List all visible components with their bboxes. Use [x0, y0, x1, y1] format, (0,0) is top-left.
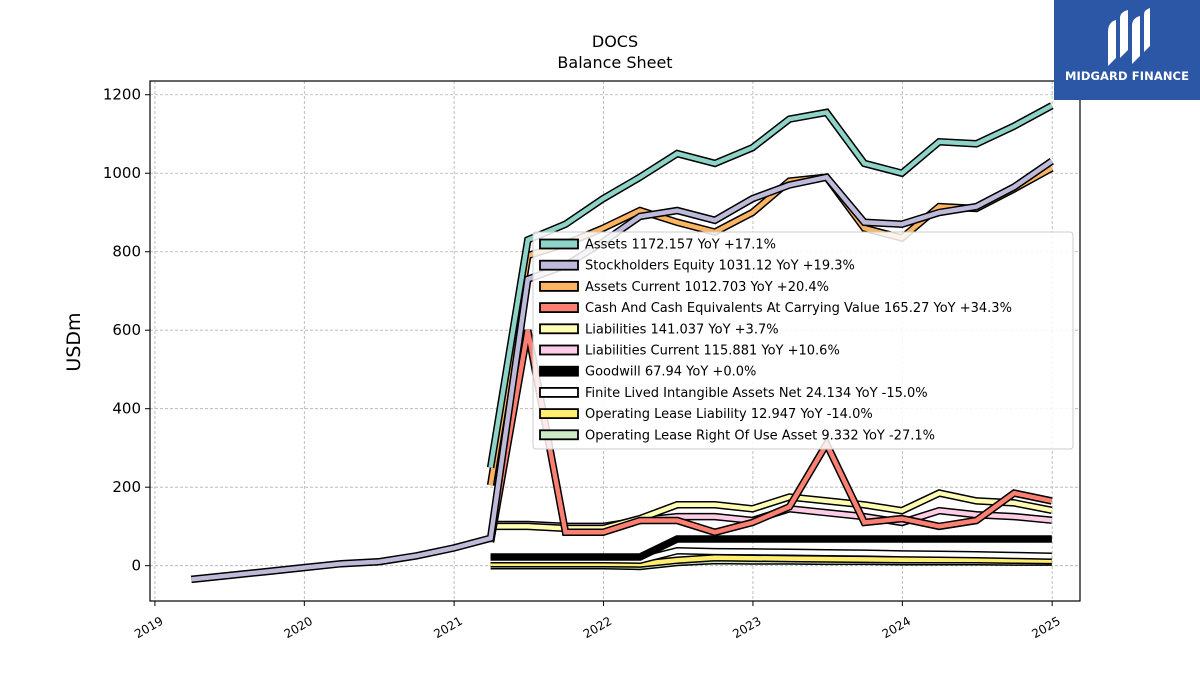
legend-entry: Goodwill 67.94 YoY +0.0%	[539, 365, 756, 380]
x-tick-label: 2019	[132, 614, 165, 641]
series-stroke	[490, 536, 1052, 560]
x-tick-label: 2021	[431, 614, 464, 641]
legend-entry: Operating Lease Liability 12.947 YoY -14…	[539, 407, 873, 422]
legend-label: Assets 1172.157 YoY +17.1%	[585, 238, 776, 253]
legend-entry: Liabilities 141.037 YoY +3.7%	[539, 322, 779, 337]
logo-text: MIDGARD FINANCE	[1064, 69, 1190, 83]
y-axis-label: USDm	[63, 312, 85, 371]
y-tick-label: 800	[112, 243, 141, 261]
legend-swatch	[539, 238, 579, 250]
series-stroke	[191, 159, 1054, 582]
y-tick-label: 200	[112, 478, 141, 496]
series-line	[490, 554, 1052, 568]
legend-label: Cash And Cash Equivalents At Carrying Va…	[585, 301, 1012, 316]
series-stroke	[490, 555, 1052, 567]
x-tick-label: 2025	[1029, 614, 1062, 641]
logo-mark-icon	[1108, 8, 1150, 66]
legend-swatch	[539, 323, 579, 335]
legend-entry: Liabilities Current 115.881 YoY +10.6%	[539, 344, 840, 359]
legend-swatch	[539, 386, 579, 398]
legend-label: Operating Lease Liability 12.947 YoY -14…	[585, 407, 873, 422]
series-line	[486, 329, 1053, 543]
legend-entry: Assets 1172.157 YoY +17.1%	[539, 238, 776, 253]
series-layer	[190, 102, 1054, 584]
x-tick-label: 2023	[730, 614, 763, 641]
legend-entry: Assets Current 1012.703 YoY +20.4%	[539, 280, 829, 295]
legend-swatch	[539, 429, 579, 441]
x-tick-label: 2024	[880, 614, 913, 641]
legend-label: Stockholders Equity 1031.12 YoY +19.3%	[585, 259, 855, 274]
legend-label: Operating Lease Right Of Use Asset 9.332…	[585, 428, 935, 443]
series-line	[490, 535, 1052, 561]
legend-box	[532, 231, 1074, 450]
midgard-finance-logo: MIDGARD FINANCE	[1054, 0, 1200, 100]
legend-entry: Stockholders Equity 1031.12 YoY +19.3%	[539, 259, 855, 274]
legend-swatch	[539, 344, 579, 356]
legend-label: Liabilities 141.037 YoY +3.7%	[585, 322, 779, 337]
series-stroke	[488, 329, 1053, 543]
series-line	[190, 158, 1054, 584]
legend-swatch	[539, 365, 579, 377]
legend-label: Finite Lived Intangible Assets Net 24.13…	[585, 386, 928, 401]
chart-title: DOCS	[592, 32, 638, 51]
y-tick-label: 1000	[103, 164, 141, 182]
legend-swatch	[539, 302, 579, 314]
y-tick-label: 600	[112, 321, 141, 339]
series-stroke	[490, 490, 1053, 531]
x-tick-label: 2020	[282, 614, 315, 641]
legend-entry: Finite Lived Intangible Assets Net 24.13…	[539, 386, 928, 401]
legend-label: Goodwill 67.94 YoY +0.0%	[585, 365, 756, 380]
x-tick-label: 2022	[581, 614, 614, 641]
chart-subtitle: Balance Sheet	[557, 53, 672, 72]
legend-entry: Cash And Cash Equivalents At Carrying Va…	[539, 301, 1012, 316]
series-line	[486, 102, 1054, 469]
legend-swatch	[539, 280, 579, 292]
plot-frame	[149, 80, 1081, 602]
series-stroke	[488, 103, 1053, 468]
legend-entry: Operating Lease Right Of Use Asset 9.332…	[539, 428, 935, 443]
y-tick-label: 0	[131, 557, 141, 575]
legend: Assets 1172.157 YoY +17.1% Stockholders E…	[532, 231, 1074, 450]
legend-swatch	[539, 259, 579, 271]
legend-label: Liabilities Current 115.881 YoY +10.6%	[585, 344, 840, 359]
y-tick-label: 400	[112, 400, 141, 418]
y-tick-label: 1200	[103, 86, 141, 104]
legend-label: Assets Current 1012.703 YoY +20.4%	[585, 280, 829, 295]
series-line	[490, 489, 1053, 533]
legend-swatch	[539, 408, 579, 420]
